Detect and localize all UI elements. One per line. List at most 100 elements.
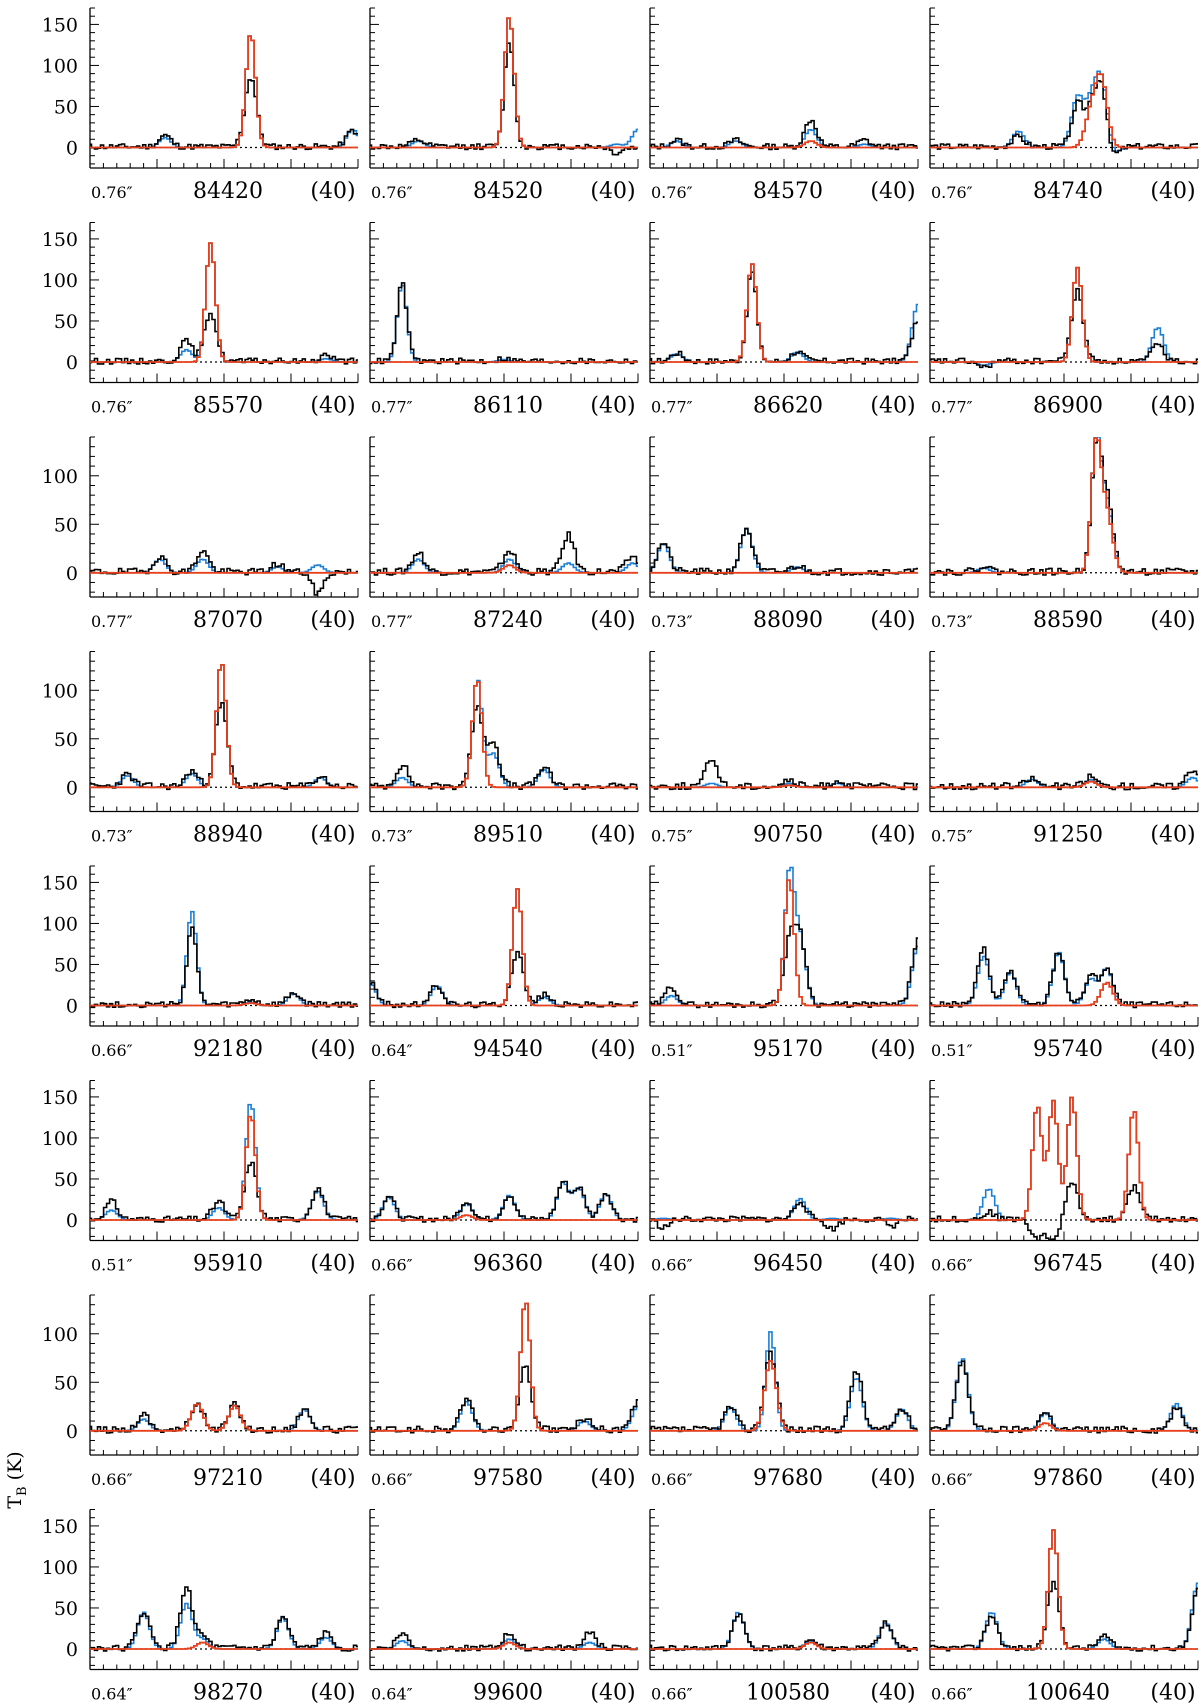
beam-size-label: 0.76″ — [931, 183, 973, 202]
frequency-label: 100580 — [746, 1681, 830, 1703]
spectrum-panel-97580: 0.66″ 97580 (40) — [369, 1294, 639, 1491]
species-model-spectrum — [370, 1214, 638, 1221]
y-tick-label: 100 — [42, 55, 78, 77]
beam-size-label: 0.76″ — [371, 183, 413, 202]
model-total-spectrum — [90, 35, 358, 149]
beam-size-label: 0.51″ — [651, 1041, 693, 1060]
model-total-spectrum — [90, 242, 358, 363]
frequency-label: 97580 — [473, 1466, 543, 1491]
observed-spectrum — [650, 271, 918, 365]
frequency-label: 88590 — [1033, 608, 1103, 633]
beam-size-label: 0.76″ — [91, 183, 133, 202]
beam-size-label: 0.51″ — [931, 1041, 973, 1060]
beam-size-label: 0.51″ — [91, 1256, 133, 1275]
spectrum-panel-97860: 0.66″ 97860 (40) — [929, 1294, 1199, 1491]
observed-spectrum — [90, 79, 358, 151]
species-model-spectrum — [650, 140, 918, 149]
y-tick-label: 150 — [42, 1516, 78, 1538]
species-model-spectrum — [370, 564, 638, 574]
model-total-spectrum — [370, 679, 638, 789]
beam-size-label: 0.73″ — [91, 827, 133, 846]
beam-size-label: 0.73″ — [931, 612, 973, 631]
spectrum-panel-88590: 0.73″ 88590 (40) — [929, 436, 1199, 633]
model-total-spectrum — [650, 1331, 918, 1432]
y-axis-label-subscript: B — [15, 1486, 30, 1496]
frequency-label: 84740 — [1033, 179, 1103, 204]
bandwidth-label: (40) — [870, 1252, 915, 1277]
spectrum-panel-88940: 0 50 100 0.73″ 88940 (40) — [42, 651, 359, 848]
y-tick-label: 150 — [42, 872, 78, 894]
frequency-label: 88090 — [753, 608, 823, 633]
bandwidth-label: (40) — [1150, 1252, 1195, 1277]
observed-spectrum — [930, 287, 1198, 369]
y-tick-label: 150 — [42, 229, 78, 251]
frequency-label: 96745 — [1033, 1252, 1103, 1277]
beam-size-label: 0.75″ — [651, 827, 693, 846]
species-model-spectrum — [930, 1422, 1198, 1432]
spectrum-panel-89510: 0.73″ 89510 (40) — [369, 651, 639, 848]
spectrum-panel-97680: 0.66″ 97680 (40) — [649, 1294, 919, 1491]
bandwidth-label: (40) — [310, 608, 355, 633]
y-tick-label: 0 — [66, 1210, 78, 1232]
model-total-spectrum — [930, 1358, 1198, 1432]
bandwidth-label: (40) — [310, 1037, 355, 1062]
model-total-spectrum — [370, 1638, 638, 1650]
spectrum-panel-96360: 0.66″ 96360 (40) — [369, 1080, 639, 1277]
observed-spectrum — [370, 1365, 638, 1434]
beam-size-label: 0.64″ — [371, 1685, 413, 1703]
observed-spectrum — [930, 439, 1198, 576]
y-tick-label: 0 — [66, 1639, 78, 1661]
frequency-label: 91250 — [1033, 823, 1103, 848]
beam-size-label: 0.77″ — [91, 612, 133, 631]
species-model-spectrum — [90, 1115, 358, 1221]
bandwidth-label: (40) — [590, 179, 635, 204]
observed-spectrum — [650, 760, 918, 791]
bandwidth-label: (40) — [1150, 1037, 1195, 1062]
observed-spectrum — [930, 770, 1198, 791]
observed-spectrum — [90, 702, 358, 791]
bandwidth-label: (40) — [870, 608, 915, 633]
y-tick-label: 100 — [42, 466, 78, 488]
y-tick-label: 150 — [42, 1087, 78, 1109]
model-total-spectrum — [930, 437, 1198, 574]
frequency-label: 85570 — [193, 394, 263, 419]
y-tick-label: 0 — [66, 995, 78, 1017]
species-model-spectrum — [930, 1529, 1198, 1650]
species-model-spectrum — [90, 35, 358, 149]
observed-spectrum — [650, 527, 918, 576]
beam-size-label: 0.66″ — [651, 1256, 693, 1275]
species-model-spectrum — [930, 73, 1198, 149]
y-axis-label: TB (K) — [4, 1451, 30, 1508]
frequency-label: 89510 — [473, 823, 543, 848]
beam-size-label: 0.66″ — [371, 1470, 413, 1489]
bandwidth-label: (40) — [870, 1037, 915, 1062]
frequency-label: 84570 — [753, 179, 823, 204]
beam-size-label: 0.77″ — [651, 398, 693, 417]
species-model-spectrum — [370, 1641, 638, 1650]
spectrum-panel-99600: 0.64″ 99600 (40) — [369, 1509, 639, 1703]
beam-size-label: 0.77″ — [371, 612, 413, 631]
y-tick-label: 50 — [54, 96, 78, 118]
species-model-spectrum — [930, 1096, 1198, 1221]
bandwidth-label: (40) — [1150, 1681, 1195, 1703]
spectrum-panel-87070: 0 50 100 0.77″ 87070 (40) — [42, 436, 359, 633]
observed-spectrum — [930, 80, 1198, 154]
bandwidth-label: (40) — [590, 823, 635, 848]
frequency-label: 87240 — [473, 608, 543, 633]
bandwidth-label: (40) — [870, 1681, 915, 1703]
beam-size-label: 0.66″ — [651, 1470, 693, 1489]
bandwidth-label: (40) — [310, 394, 355, 419]
beam-size-label: 0.66″ — [931, 1685, 973, 1703]
observed-spectrum — [370, 705, 638, 791]
beam-size-label: 0.77″ — [931, 398, 973, 417]
frequency-label: 96360 — [473, 1252, 543, 1277]
beam-size-label: 0.66″ — [91, 1041, 133, 1060]
y-tick-label: 100 — [42, 913, 78, 935]
observed-spectrum — [650, 923, 918, 1009]
frequency-label: 86110 — [473, 394, 543, 419]
model-total-spectrum — [370, 284, 638, 363]
observed-spectrum — [650, 1201, 918, 1232]
observed-spectrum — [90, 1586, 358, 1652]
model-total-spectrum — [650, 263, 918, 363]
spectrum-panel-87240: 0.77″ 87240 (40) — [369, 436, 639, 633]
